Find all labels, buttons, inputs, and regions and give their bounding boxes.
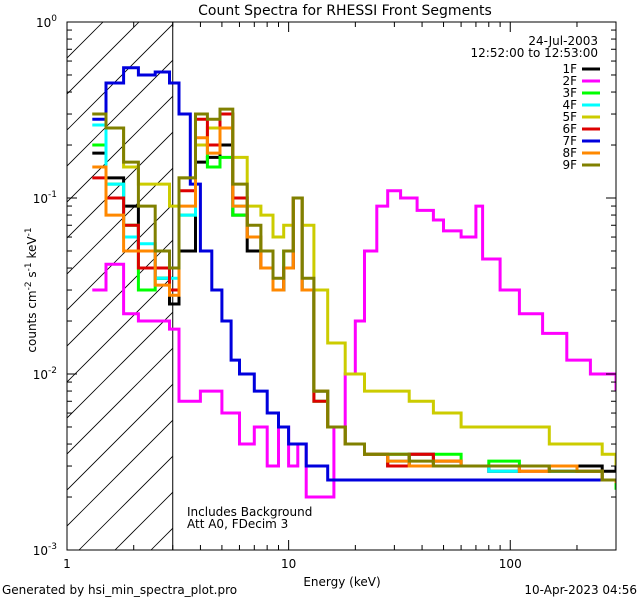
time-range-label: 12:52:00 to 12:53:00 <box>471 46 598 60</box>
series-9f-line <box>92 107 616 482</box>
y-tick-label: 100 <box>36 14 57 30</box>
annotation-attenuator: Att A0, FDecim 3 <box>187 517 288 531</box>
x-axis-label: Energy (keV) <box>303 575 380 589</box>
y-tick-label: 10-3 <box>33 542 57 558</box>
y-tick-label: 10-1 <box>33 190 57 206</box>
y-axis-label: counts cm-2 s-1 keV-1 <box>24 227 39 352</box>
chart-title: Count Spectra for RHESSI Front Segments <box>198 3 492 19</box>
legend-label-1f: 1F <box>562 62 577 76</box>
y-tick-label: 10-2 <box>33 366 57 382</box>
legend-label-8f: 8F <box>562 146 577 160</box>
x-tick-label: 10 <box>281 557 296 571</box>
axis-ticks: 1 10 100 10-3 10-2 10-1 100 <box>33 14 617 571</box>
series-group <box>92 66 616 499</box>
legend-label-9f: 9F <box>562 158 577 172</box>
hatch-line <box>67 23 173 131</box>
hatch-line <box>67 383 173 491</box>
x-tick-label: 1 <box>63 557 71 571</box>
plot-frame <box>66 21 617 551</box>
annotation-background: Includes Background <box>187 505 312 519</box>
legend-label-7f: 7F <box>562 134 577 148</box>
legend-label-5f: 5F <box>562 110 577 124</box>
legend-label-2f: 2F <box>562 74 577 88</box>
hatch-line <box>67 419 173 527</box>
hatch-line <box>67 22 140 95</box>
hatch-line <box>67 167 173 275</box>
x-tick-label: 100 <box>499 557 522 571</box>
legend-label-6f: 6F <box>562 122 577 136</box>
series-5f-line <box>92 112 616 466</box>
footer-generated-by: Generated by hsi_min_spectra_plot.pro <box>2 583 237 597</box>
date-label: 24-Jul-2003 <box>528 34 598 48</box>
legend-label-3f: 3F <box>562 86 577 100</box>
hatch-line <box>67 22 104 59</box>
legend-label-4f: 4F <box>562 98 577 112</box>
hatch-line <box>67 347 173 455</box>
footer-timestamp: 10-Apr-2023 04:56 <box>524 583 637 597</box>
series-7f-line <box>92 66 616 482</box>
